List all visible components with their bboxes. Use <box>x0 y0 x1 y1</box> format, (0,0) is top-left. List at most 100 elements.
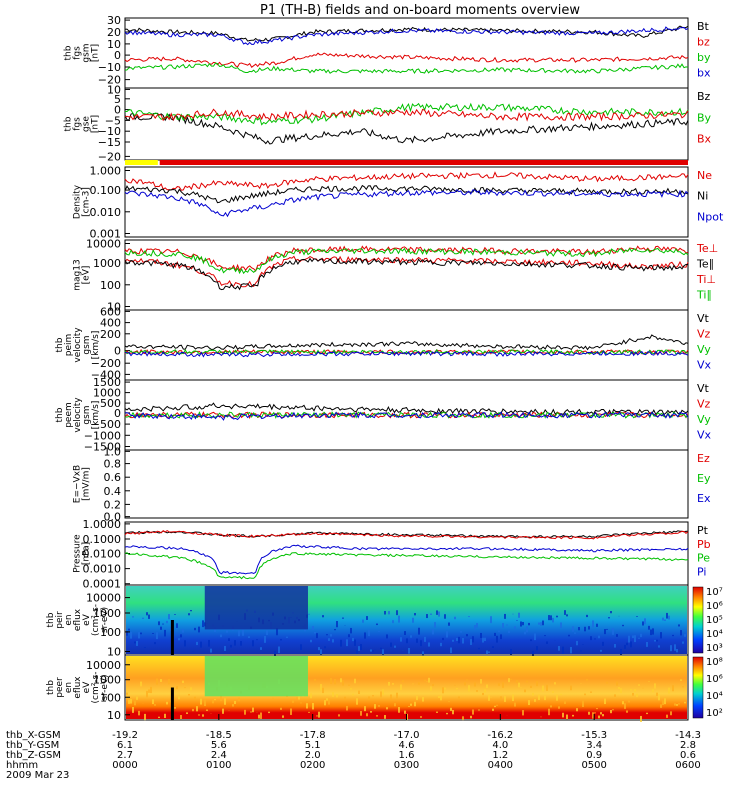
spectrogram-cell <box>510 678 512 680</box>
spectrogram-cell <box>376 623 378 626</box>
spectrogram-cell <box>446 712 448 715</box>
y-axis-label: sr-eV) <box>100 607 110 633</box>
legend-entry: Vy <box>697 343 711 356</box>
spectrogram-cell <box>400 684 402 691</box>
spectrogram-cell <box>252 640 254 647</box>
mode-flag-fast <box>159 160 689 165</box>
spectrogram-cell <box>592 620 594 628</box>
spectrogram-cell <box>572 626 574 632</box>
spectrogram-cell <box>588 711 590 715</box>
legend-entry: Te⊥ <box>696 242 718 255</box>
panel-frame <box>124 521 689 586</box>
y-tick-label: 0.0001 <box>83 578 122 591</box>
x-tick-label: 5.1 <box>305 740 321 751</box>
panel-temp: 10000 1000 100 10 mag13 [eV] Te⊥ Te∥ Ti⊥ Ti∥ <box>73 238 719 314</box>
spectrogram-cell <box>586 678 588 681</box>
spectrogram-cell <box>420 640 422 647</box>
spectrogram-cell <box>602 641 604 646</box>
x-tick-label: 2.0 <box>305 750 321 761</box>
y-tick-label: 500 <box>100 397 121 410</box>
y-tick-label: 0.0 <box>104 511 122 524</box>
spectrogram-cell <box>164 629 166 637</box>
spectrogram-cell <box>606 681 608 684</box>
spectrogram-cell <box>436 610 438 615</box>
spectrogram-cell <box>614 644 616 648</box>
spectrogram-cell <box>156 632 158 640</box>
spectrogram-cell <box>278 646 280 654</box>
spectrogram-cell <box>366 616 368 620</box>
series-ne <box>124 171 689 191</box>
spectrogram-cell <box>238 697 240 702</box>
y-axis-label: [mV/m] <box>82 467 92 501</box>
spectrogram-cell <box>152 632 154 634</box>
spectrogram-cell <box>224 698 226 705</box>
spectrogram-cell <box>408 706 410 707</box>
spectrogram-cell <box>394 645 396 648</box>
spectrogram-cell <box>570 685 572 691</box>
spectrogram-cell <box>352 637 354 642</box>
spectrogram-cell <box>434 622 436 628</box>
spectrogram-cell <box>670 645 672 652</box>
spectrogram-cell <box>394 703 396 707</box>
spectrogram-cell <box>536 681 538 687</box>
spectrogram-cell <box>548 708 550 716</box>
panel-peer_spec: 10⁸ 10⁶ 10⁴ 10² 10000 1000 100 10 thb peer en eflux… <box>46 654 723 722</box>
spectrogram-cell <box>474 625 476 630</box>
legend-entry: Vz <box>697 328 711 341</box>
spectrogram-cell <box>340 678 342 683</box>
spectrogram-cell <box>536 646 538 651</box>
spectrogram-cell <box>366 713 368 717</box>
spectrogram-cell <box>214 627 216 632</box>
spectrogram-cell <box>530 685 532 688</box>
spectrogram-cell <box>562 712 564 718</box>
spectrogram-cell <box>520 621 522 627</box>
y-axis-label: eV <box>82 613 92 626</box>
spectrogram-cell <box>334 678 336 685</box>
spectrogram-cell <box>332 692 334 697</box>
x-tick-label: 0200 <box>300 760 325 771</box>
series-vx <box>125 411 689 421</box>
spectrogram-cell <box>126 631 128 636</box>
x-tick-label: 0400 <box>488 760 513 771</box>
spectrogram-cell <box>472 709 474 715</box>
series-ti⊥ <box>124 245 689 272</box>
spectrogram-cell <box>456 688 458 690</box>
legend-entry: Bx <box>697 133 712 146</box>
spectrogram-cell <box>362 619 364 623</box>
spectrogram-cell <box>326 634 328 636</box>
spectrogram-cell <box>526 626 528 633</box>
spectrogram-cell <box>364 706 366 712</box>
spectrogram-cell <box>480 632 482 639</box>
spectrogram-cell <box>448 622 450 626</box>
panel-peir_spec: 10⁷ 10⁶ 10⁵ 10⁴ 10³ 10000 1000 100 10 thb peir en ef… <box>46 584 723 659</box>
spectrogram-cell <box>562 646 564 654</box>
spectrogram-cell <box>654 683 656 689</box>
spectrogram-cell <box>324 700 326 706</box>
spectrogram-cell <box>354 639 356 646</box>
spectrogram-cell <box>376 715 378 717</box>
spectrogram-cell <box>382 689 384 696</box>
spectrogram-cell <box>606 628 608 630</box>
y-axis-label: [nT] <box>91 115 101 133</box>
y-axis-label: (cm²-s- <box>91 604 101 636</box>
spectrogram-cell <box>482 637 484 643</box>
spectrogram-cell <box>576 708 578 712</box>
spectrogram-cell <box>620 649 622 655</box>
spectrogram-cell <box>206 709 208 711</box>
spectrogram-cell <box>644 618 646 625</box>
spectrogram-cell <box>656 692 658 696</box>
spectrogram-cell <box>344 696 346 700</box>
x-tick-label: 4.6 <box>399 740 415 751</box>
spectrogram-cell <box>652 689 654 693</box>
spectrogram-cell <box>384 610 386 615</box>
spectrogram-cell <box>504 613 506 619</box>
spectrogram-cell <box>530 639 532 642</box>
spectrogram-cell <box>404 710 406 714</box>
spectrogram-cell <box>166 701 168 705</box>
spectrogram-cell <box>240 641 242 646</box>
spectrogram-cell <box>312 626 314 631</box>
spectrogram-cell <box>138 632 140 639</box>
panel-density: 1.000 0.100 0.010 0.001 Density [cm-3] Ne Ni Npo… <box>73 165 724 241</box>
y-tick-label: 100 <box>100 279 121 292</box>
